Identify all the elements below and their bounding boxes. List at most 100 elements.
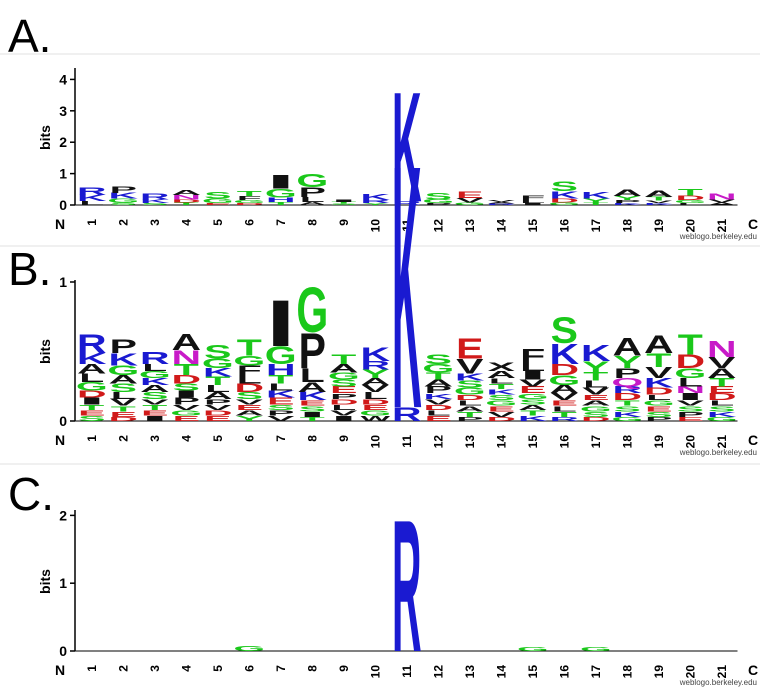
logo-letter-s: S xyxy=(110,202,137,206)
logo-letter-d: D xyxy=(549,361,579,378)
logo-letter-g: G xyxy=(706,416,738,422)
logo-letter-y: Y xyxy=(362,368,389,381)
logo-letter-e: E xyxy=(456,190,483,201)
logo-letter-v: V xyxy=(708,199,736,204)
logo-letter-d: D xyxy=(707,392,737,403)
logo-letter-t: T xyxy=(331,352,357,367)
logo-letter-l: L xyxy=(111,390,136,401)
x-tick-label: 20 xyxy=(683,665,697,679)
logo-letter-e: E xyxy=(425,414,452,423)
logo-letter-y: Y xyxy=(362,203,389,206)
logo-letter-k: K xyxy=(423,392,454,401)
n-terminus-label: N xyxy=(55,432,65,448)
logo-letter-l: L xyxy=(426,409,451,418)
logo-letter-s: S xyxy=(614,404,641,413)
logo-letter-i: I xyxy=(676,391,705,402)
logo-letter-d: D xyxy=(203,409,233,418)
logo-letter-t: T xyxy=(174,202,199,206)
logo-letter-f: F xyxy=(520,345,545,367)
logo-letter-a: A xyxy=(297,380,327,395)
logo-letter-d: D xyxy=(612,392,642,403)
logo-letter-s: S xyxy=(488,393,515,402)
logo-letter-r: R xyxy=(360,360,390,373)
x-tick-label: 8 xyxy=(305,665,319,672)
logo-letter-s: S xyxy=(582,410,609,419)
logo-letter-k: K xyxy=(549,190,579,202)
c-terminus-label: C xyxy=(748,432,758,448)
logo-letter-d: D xyxy=(360,398,390,407)
x-tick-label: 14 xyxy=(494,665,508,679)
logo-letter-k: K xyxy=(297,390,327,403)
logo-letter-k: K xyxy=(518,414,549,423)
logo-letter-r: R xyxy=(77,330,107,360)
logo-letter-g: G xyxy=(233,353,265,368)
logo-letter-i: I xyxy=(518,203,547,206)
logo-letter-t: T xyxy=(615,399,640,408)
logo-letter-k: K xyxy=(392,60,422,235)
logo-letter-l: L xyxy=(79,372,104,385)
logo-letter-e: E xyxy=(141,409,168,418)
logo-letter-a: A xyxy=(707,366,737,381)
logo-letter-g: G xyxy=(265,187,297,200)
logo-letter-g: G xyxy=(422,199,454,205)
logo-letter-a: A xyxy=(581,399,611,408)
logo-letter-s: S xyxy=(551,179,578,195)
logo-letter-k: K xyxy=(455,372,485,383)
logo-letter-v: V xyxy=(362,383,390,394)
logo-letter-s: S xyxy=(204,190,231,201)
logo-letter-p: P xyxy=(456,416,483,422)
y-tick-label: 1 xyxy=(59,575,67,591)
logo-letter-s: S xyxy=(299,404,326,413)
logo-letter-s: S xyxy=(330,203,357,205)
logo-letter-p: P xyxy=(425,203,452,206)
logo-letter-p: P xyxy=(267,409,294,418)
logo-letter-v: V xyxy=(173,403,201,412)
logo-letter-s: S xyxy=(110,382,137,395)
logo-letter-p: P xyxy=(614,366,641,381)
x-tick-label: 2 xyxy=(116,435,130,442)
logo-letter-d: D xyxy=(171,373,201,386)
logo-letter-d: D xyxy=(234,382,264,395)
logo-letter-i: I xyxy=(140,414,169,423)
logo-letter-v: V xyxy=(488,200,516,203)
logo-letter-d: D xyxy=(581,416,611,422)
y-tick-label: 0 xyxy=(59,197,67,213)
logo-letter-a: A xyxy=(455,404,485,413)
logo-letter-h: H xyxy=(266,361,296,378)
logo-letter-k: K xyxy=(140,376,170,387)
x-tick-label: 14 xyxy=(494,435,508,449)
logo-letter-a: A xyxy=(707,202,737,206)
logo-letter-e: E xyxy=(110,410,137,419)
x-tick-label: 6 xyxy=(242,219,256,226)
logo-letter-k: K xyxy=(486,388,517,397)
logo-letter-l: L xyxy=(709,399,734,408)
logo-letter-t: T xyxy=(646,196,671,202)
logo-letter-y: Y xyxy=(614,195,641,201)
logo-letter-d: D xyxy=(675,195,705,202)
logo-letter-s: S xyxy=(456,379,483,390)
logo-letter-g: G xyxy=(296,276,328,346)
logo-letter-e: E xyxy=(267,396,294,407)
logo-letter-a: A xyxy=(549,383,579,396)
logo-letter-n: N xyxy=(707,337,737,363)
logo-letter-g: G xyxy=(674,199,706,204)
logo-letter-g: G xyxy=(517,646,549,652)
x-tick-label: 12 xyxy=(431,219,445,233)
logo-letter-l: L xyxy=(268,382,293,393)
logo-letter-a: A xyxy=(329,362,359,375)
logo-letter-t: T xyxy=(678,328,703,361)
x-tick-label: 14 xyxy=(494,219,508,233)
logo-letter-w: W xyxy=(360,414,390,423)
x-tick-label: 19 xyxy=(652,219,666,233)
logo-letter-t: T xyxy=(426,371,451,382)
x-tick-label: 17 xyxy=(589,665,603,679)
x-tick-label: 11 xyxy=(400,435,414,448)
logo-letter-f: F xyxy=(520,195,545,202)
logo-letter-l: L xyxy=(583,379,608,390)
logo-letter-p: P xyxy=(110,185,137,195)
logo-letter-e: E xyxy=(582,393,609,402)
logo-letter-k: K xyxy=(549,338,579,371)
logo-letter-l: L xyxy=(142,363,167,374)
n-terminus-label: N xyxy=(55,662,65,678)
